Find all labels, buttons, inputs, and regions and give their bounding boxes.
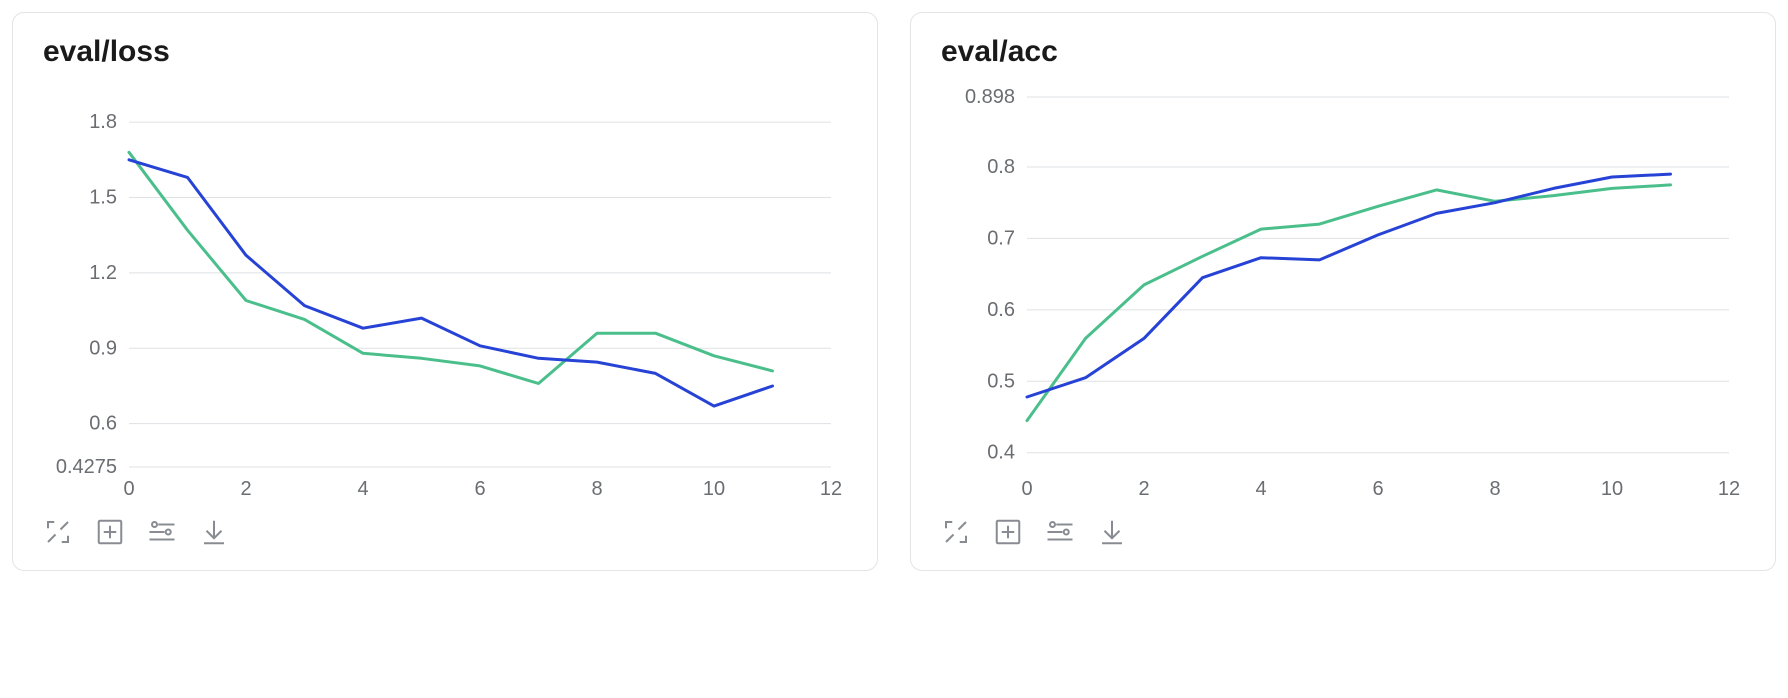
- panel-title: eval/acc: [941, 35, 1749, 69]
- svg-text:12: 12: [1718, 478, 1740, 500]
- svg-text:1.8: 1.8: [89, 111, 117, 133]
- svg-text:10: 10: [1601, 478, 1623, 500]
- download-icon[interactable]: [199, 517, 229, 552]
- series-run-blue: [129, 160, 773, 406]
- chart-area-loss[interactable]: 0.4275 0.6 0.9 1.2 1.5 1.8 0 2 4 6 8 10 12: [39, 87, 851, 507]
- panel-toolbar: [941, 517, 1749, 552]
- svg-text:12: 12: [820, 478, 842, 500]
- svg-text:0.9: 0.9: [89, 337, 117, 359]
- svg-text:0.5: 0.5: [987, 370, 1015, 392]
- panels-row: eval/loss 0.4275 0.6 0.9 1.2 1.5 1.8 0 2 4 6 8 10 12…: [0, 0, 1788, 583]
- svg-text:0.8: 0.8: [987, 156, 1015, 178]
- series-run-green: [1027, 185, 1671, 421]
- series-run-green: [129, 152, 773, 383]
- svg-text:0.7: 0.7: [987, 227, 1015, 249]
- series-run-blue: [1027, 174, 1671, 397]
- focus-icon[interactable]: [993, 517, 1023, 552]
- panel-eval-loss: eval/loss 0.4275 0.6 0.9 1.2 1.5 1.8 0 2 4 6 8 10 12: [12, 12, 878, 571]
- chart-area-acc[interactable]: 0.4 0.5 0.6 0.7 0.8 0.898 0 2 4 6 8 10 12: [937, 87, 1749, 507]
- expand-icon[interactable]: [43, 517, 73, 552]
- expand-icon[interactable]: [941, 517, 971, 552]
- svg-text:1.2: 1.2: [89, 262, 117, 284]
- settings-icon[interactable]: [1045, 517, 1075, 552]
- svg-text:4: 4: [357, 478, 368, 500]
- svg-text:0: 0: [1021, 478, 1032, 500]
- svg-text:2: 2: [240, 478, 251, 500]
- svg-text:4: 4: [1255, 478, 1266, 500]
- chart-svg-loss: 0.4275 0.6 0.9 1.2 1.5 1.8 0 2 4 6 8 10 12: [39, 87, 851, 507]
- svg-text:2: 2: [1138, 478, 1149, 500]
- svg-text:0.6: 0.6: [89, 413, 117, 435]
- svg-text:0.898: 0.898: [965, 87, 1015, 108]
- download-icon[interactable]: [1097, 517, 1127, 552]
- focus-icon[interactable]: [95, 517, 125, 552]
- svg-text:6: 6: [1372, 478, 1383, 500]
- settings-icon[interactable]: [147, 517, 177, 552]
- svg-text:0.4: 0.4: [987, 442, 1015, 464]
- svg-text:10: 10: [703, 478, 725, 500]
- svg-text:8: 8: [1489, 478, 1500, 500]
- svg-text:1.5: 1.5: [89, 187, 117, 209]
- panel-eval-acc: eval/acc 0.4 0.5 0.6 0.7 0.8 0.898 0 2 4 6 8 10 12: [910, 12, 1776, 571]
- panel-title: eval/loss: [43, 35, 851, 69]
- svg-text:8: 8: [591, 478, 602, 500]
- chart-svg-acc: 0.4 0.5 0.6 0.7 0.8 0.898 0 2 4 6 8 10 12: [937, 87, 1749, 507]
- svg-text:0.6: 0.6: [987, 299, 1015, 321]
- svg-text:6: 6: [474, 478, 485, 500]
- panel-toolbar: [43, 517, 851, 552]
- svg-text:0.4275: 0.4275: [56, 456, 117, 478]
- svg-text:0: 0: [123, 478, 134, 500]
